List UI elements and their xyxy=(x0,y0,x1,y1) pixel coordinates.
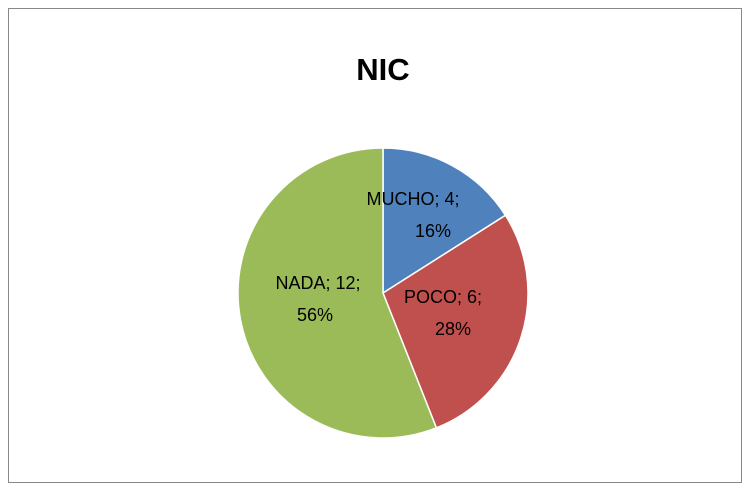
data-labels: MUCHO; 4; 16% POCO; 6; 28% NADA; 12; 56% xyxy=(275,189,482,339)
data-label: NADA; 12; xyxy=(275,273,360,293)
pie-slice xyxy=(382,214,529,429)
pie-slice xyxy=(382,147,507,295)
data-label: 16% xyxy=(415,221,451,241)
data-label: POCO; 6; xyxy=(404,287,482,307)
data-label: 28% xyxy=(435,319,471,339)
data-label: 56% xyxy=(297,305,333,325)
data-label: MUCHO; 4; xyxy=(366,189,459,209)
pie-slice xyxy=(237,147,438,439)
pie xyxy=(237,147,529,439)
chart-title: NIC xyxy=(356,52,409,87)
